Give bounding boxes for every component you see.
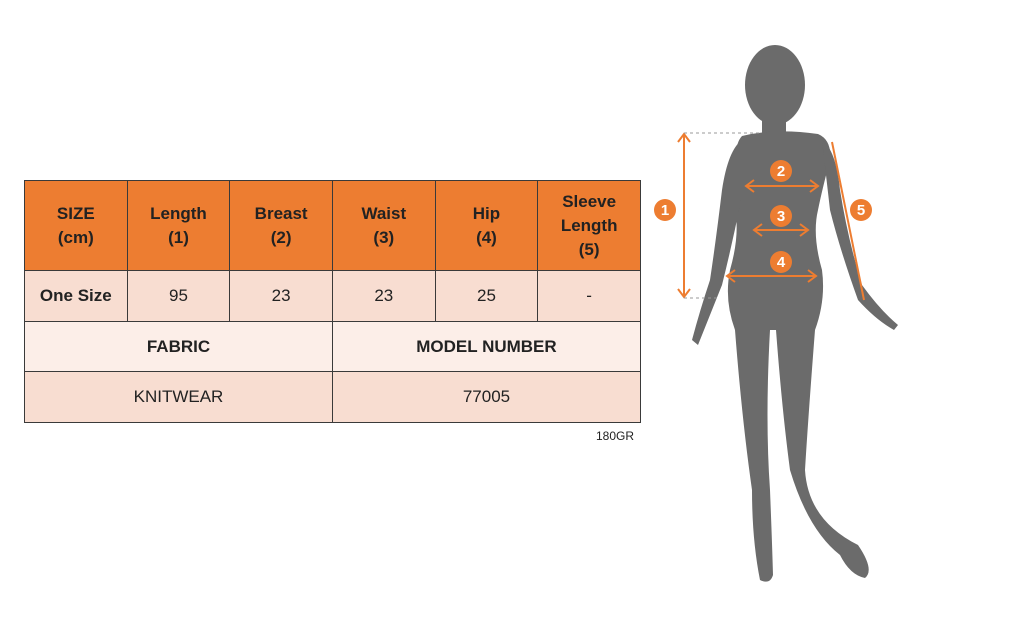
waist-value: 23 xyxy=(331,270,436,322)
size-value: One Size xyxy=(24,270,128,322)
header-row: SIZE (cm) Length (1) Breast (2) Waist (3… xyxy=(24,180,641,271)
size-row: One Size 95 23 23 25 - xyxy=(24,270,641,322)
header-breast: Breast (2) xyxy=(229,180,333,271)
size-table: SIZE (cm) Length (1) Breast (2) Waist (3… xyxy=(24,180,642,423)
header-waist: Waist (3) xyxy=(331,180,436,271)
length-value: 95 xyxy=(126,270,231,322)
marker-4: 4 xyxy=(777,254,786,271)
body-silhouette: 1 2 3 4 5 xyxy=(654,45,898,582)
weight-note: 180GR xyxy=(596,429,635,443)
info-header-row: FABRIC MODEL NUMBER xyxy=(24,321,642,372)
model-number-value: 77005 xyxy=(331,371,642,423)
header-size: SIZE (cm) xyxy=(24,180,128,271)
info-value-row: KNITWEAR 77005 xyxy=(24,371,642,423)
sleeve-value: - xyxy=(537,270,641,322)
model-number-label: MODEL NUMBER xyxy=(331,321,642,372)
header-length: Length (1) xyxy=(126,180,231,271)
fabric-label: FABRIC xyxy=(24,321,333,372)
fabric-value: KNITWEAR xyxy=(24,371,333,423)
marker-3: 3 xyxy=(777,208,785,225)
measurement-markers xyxy=(654,160,872,273)
breast-value: 23 xyxy=(229,270,333,322)
header-sleeve-length: Sleeve Length (5) xyxy=(537,180,641,271)
marker-2: 2 xyxy=(777,163,785,180)
hip-value: 25 xyxy=(434,270,539,322)
marker-1: 1 xyxy=(661,202,669,219)
marker-5: 5 xyxy=(857,202,865,219)
header-hip: Hip (4) xyxy=(434,180,539,271)
